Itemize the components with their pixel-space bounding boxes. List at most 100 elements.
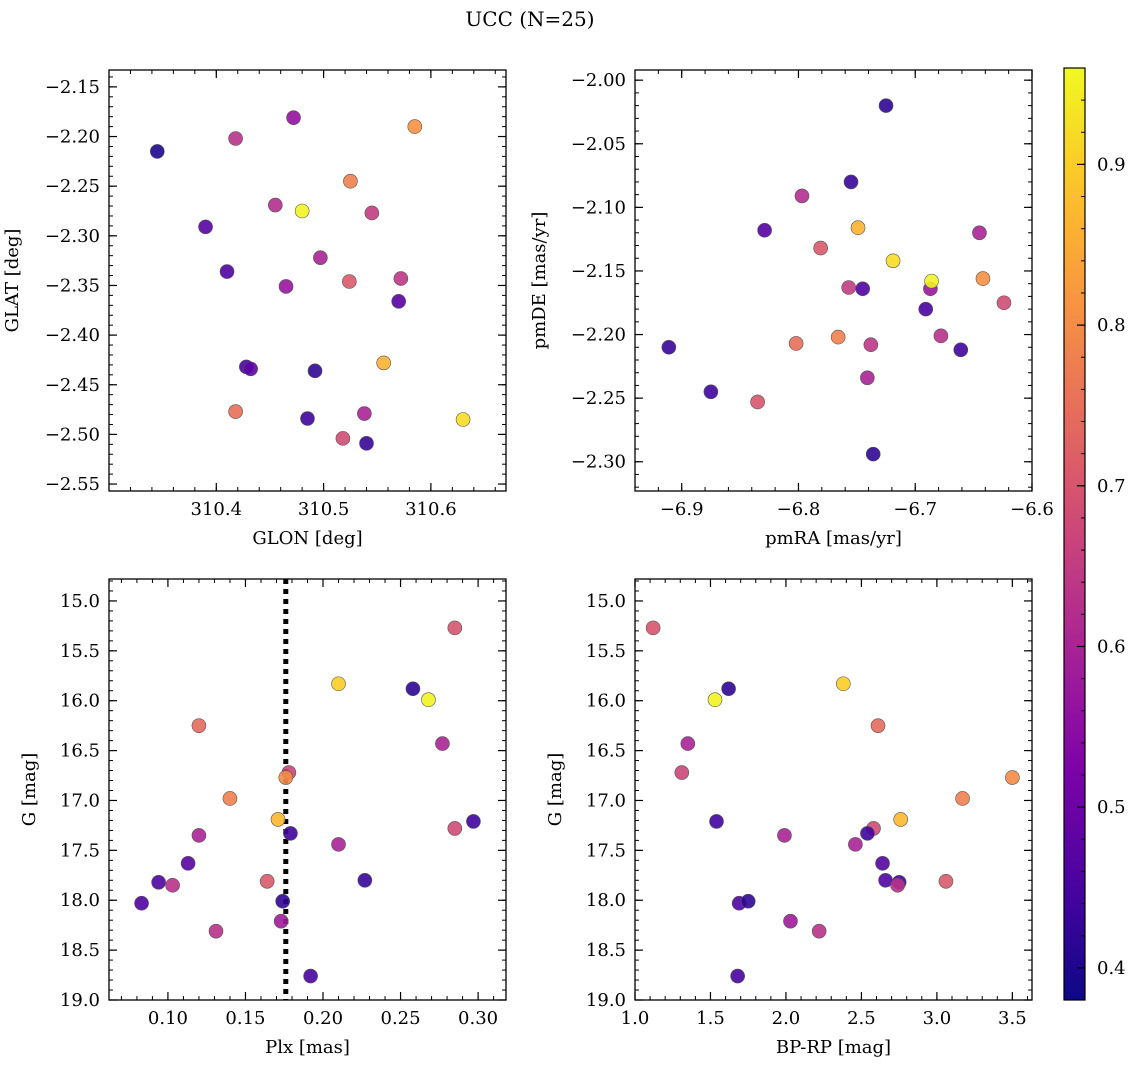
x-tick-label: 0.10: [148, 1008, 188, 1029]
y-axis-label: pmDE [mas/yr]: [529, 212, 550, 350]
x-tick-label: 0.20: [303, 1008, 343, 1029]
y-tick-label: −2.35: [45, 275, 100, 296]
data-point: [278, 279, 294, 294]
data-point: [924, 273, 939, 289]
data-point: [393, 271, 409, 286]
data-point: [955, 791, 970, 806]
data-point: [855, 281, 870, 297]
data-point: [938, 873, 954, 889]
x-tick-label: 310.4: [191, 499, 243, 520]
data-point: [391, 294, 407, 309]
y-tick-label: 18.5: [586, 940, 626, 961]
x-tick-label: 1.5: [696, 1008, 725, 1029]
data-point: [836, 676, 851, 692]
data-point: [198, 219, 213, 235]
data-point: [208, 923, 224, 939]
data-point: [975, 271, 991, 286]
y-tick-label: −2.25: [45, 176, 100, 197]
data-point: [841, 280, 856, 295]
data-point: [243, 361, 258, 377]
data-point: [222, 791, 238, 806]
data-point: [707, 692, 723, 708]
data-point: [343, 173, 358, 189]
data-point: [149, 144, 165, 159]
data-point: [364, 205, 380, 221]
x-axis-label: pmRA [mas/yr]: [765, 528, 902, 549]
data-point: [863, 337, 879, 353]
y-tick-label: 18.5: [60, 940, 100, 961]
data-point: [191, 828, 207, 843]
data-point: [730, 968, 745, 984]
data-point: [996, 295, 1012, 311]
data-point: [757, 222, 772, 238]
y-tick-label: 16.0: [586, 691, 626, 712]
y-tick-label: 18.0: [586, 890, 626, 911]
data-point: [300, 411, 315, 426]
colorbar-gradient: [1063, 67, 1086, 1001]
data-point: [811, 923, 827, 939]
data-point: [830, 329, 846, 345]
y-tick-label: 15.0: [586, 591, 626, 612]
colorbar-tick-label: 0.9: [1097, 154, 1126, 175]
x-tick-label: −6.8: [777, 499, 821, 520]
data-point: [870, 718, 886, 733]
y-tick-label: −2.30: [571, 452, 626, 473]
y-tick-label: −2.45: [45, 375, 100, 396]
data-point: [878, 98, 894, 113]
data-point: [219, 264, 235, 279]
y-tick-label: −2.20: [571, 325, 626, 346]
x-tick-label: 2.0: [772, 1008, 801, 1029]
data-point: [275, 893, 290, 909]
y-tick-label: 15.0: [60, 591, 100, 612]
colorbar-tick-label: 0.8: [1097, 315, 1126, 336]
y-tick-label: 15.5: [60, 641, 100, 662]
y-tick-label: 17.0: [60, 790, 100, 811]
y-tick-label: 16.5: [586, 741, 626, 762]
data-point: [228, 404, 243, 419]
x-tick-label: 0.25: [381, 1008, 421, 1029]
data-point: [283, 826, 298, 841]
data-point: [435, 736, 450, 751]
y-tick-label: 17.5: [60, 840, 100, 861]
data-point: [933, 328, 949, 344]
data-point: [273, 913, 289, 929]
x-tick-label: 3.5: [998, 1008, 1027, 1029]
data-point: [972, 225, 987, 241]
data-point: [294, 203, 310, 219]
plot-frame: [634, 578, 1033, 1001]
data-point: [359, 436, 374, 451]
data-point: [750, 394, 765, 410]
x-axis-label: BP-RP [mag]: [776, 1037, 891, 1058]
data-point: [278, 770, 294, 785]
data-point: [191, 718, 207, 733]
data-point: [421, 692, 436, 708]
figure-title: UCC (N=25): [465, 7, 594, 31]
y-tick-label: −2.10: [571, 197, 626, 218]
data-point: [645, 620, 661, 636]
y-tick-label: −2.55: [45, 474, 100, 495]
x-tick-label: 0.30: [458, 1008, 498, 1029]
data-point: [850, 220, 866, 236]
y-tick-label: −2.15: [571, 261, 626, 282]
panel-glon-glat: 310.4 310.5 310.6 −2.55 −2.50 −2.45 −2.40 −2.35…: [2, 69, 507, 549]
y-tick-label: 18.0: [60, 890, 100, 911]
y-tick-label: −2.30: [45, 226, 100, 247]
x-axis-label: Plx [mas]: [265, 1037, 350, 1058]
x-tick-label: 0.15: [225, 1008, 265, 1029]
data-point: [709, 814, 724, 829]
y-tick-label: 16.0: [60, 691, 100, 712]
data-point: [703, 384, 719, 400]
plot-frame: [108, 69, 507, 492]
colorbar-tick-label: 0.4: [1097, 958, 1126, 979]
data-point: [151, 874, 166, 890]
data-point: [860, 826, 875, 841]
panel-plx-g: 0.10 0.15 0.20 0.25 0.30 15.0 15.5 16.0 16.5 17.0…: [19, 578, 507, 1058]
colorbar-tick-label: 0.6: [1097, 636, 1126, 657]
data-point: [357, 406, 372, 421]
y-tick-label: −2.05: [571, 134, 626, 155]
plot-frame: [108, 578, 507, 1001]
y-tick-label: −2.50: [45, 424, 100, 445]
x-tick-label: 3.0: [923, 1008, 952, 1029]
colorbar-tick-label: 0.5: [1097, 797, 1126, 818]
